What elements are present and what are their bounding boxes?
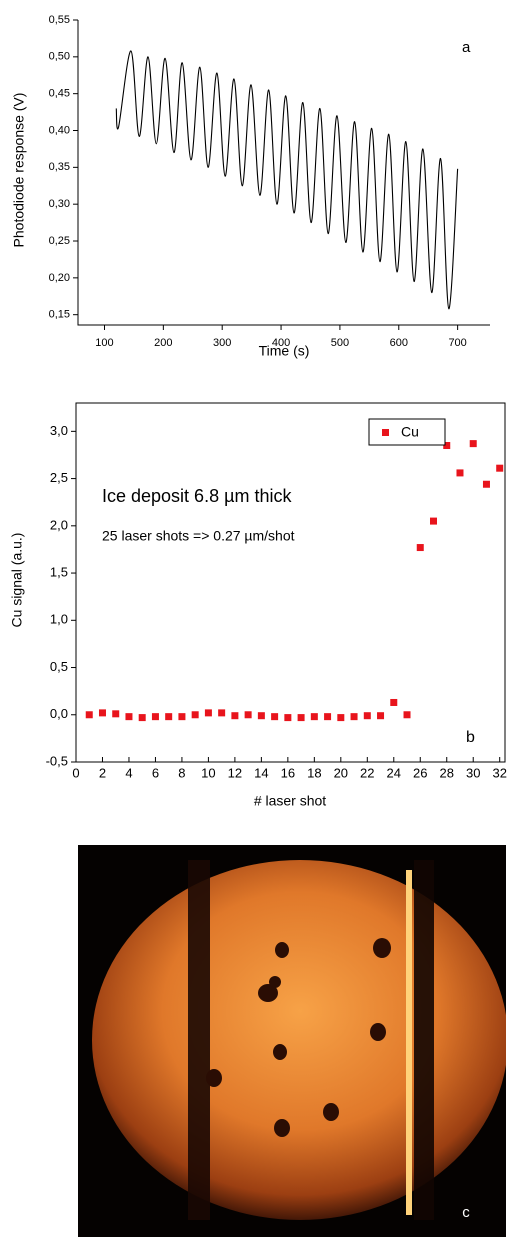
y-tick-label: 3,0 [50,423,68,438]
point [231,712,239,720]
x-tick-label: 30 [466,765,480,780]
point [403,711,411,719]
x-tick-label: 400 [272,337,290,349]
axis [77,20,490,326]
x-tick-label: 20 [334,765,348,780]
x-tick-label: 0 [72,765,79,780]
x-tick-label: 2 [99,765,106,780]
point [496,464,504,472]
y-axis-title: Photodiode response (V) [11,93,27,248]
point [138,714,146,722]
y-tick-label: 2,0 [50,517,68,532]
point [310,713,318,721]
x-tick-label: 22 [360,765,374,780]
x-tick-label: 8 [178,765,185,780]
point [430,517,437,525]
annotation: 25 laser shots => 0.27 µm/shot [102,528,295,544]
legend-label: Cu [401,424,419,440]
point [165,713,173,721]
point [151,713,159,721]
y-tick-label: 1,5 [50,564,68,579]
legend-box [368,418,446,446]
y-tick-label: 0,55 [49,14,70,26]
x-tick-label: 28 [440,765,454,780]
point [297,714,305,722]
y-tick-label: 2,5 [50,470,68,485]
x-tick-label: 4 [125,765,132,780]
data-line [115,50,459,310]
point [390,698,398,706]
y-tick-label: 0,15 [49,309,70,321]
y-tick-label: 1,0 [50,612,68,627]
x-axis-title: # laser shot [254,793,326,809]
point [482,480,490,488]
legend-marker [382,429,389,436]
point [284,714,292,722]
point [85,711,93,719]
point [98,709,106,717]
y-tick-label: 0,20 [49,272,70,284]
x-tick-label: 600 [390,337,408,349]
point [324,713,332,721]
x-axis-title: Time (s) [259,343,310,359]
point [363,712,371,720]
point [416,544,424,552]
x-tick-label: 24 [387,765,401,780]
point [204,709,212,717]
panel-label: a [462,39,471,56]
point [244,711,252,719]
x-tick-label: 10 [201,765,215,780]
point [112,710,120,718]
point [125,713,133,721]
y-tick-label: 0,0 [50,706,68,721]
point [218,709,226,717]
y-tick-label: -0,5 [46,753,68,768]
y-tick-label: 0,35 [49,161,70,173]
x-tick-label: 200 [154,337,172,349]
photo [78,845,506,1237]
point [350,713,358,721]
point [271,713,279,721]
y-tick-label: 0,30 [49,198,70,210]
x-tick-label: 500 [331,337,349,349]
x-tick-label: 300 [213,337,231,349]
x-tick-label: 100 [95,337,113,349]
point [469,440,477,448]
x-tick-label: 16 [281,765,295,780]
y-axis-title: Cu signal (a.u.) [9,533,25,628]
y-tick-label: 0,25 [49,235,70,247]
point [178,713,186,721]
axis [75,402,506,763]
y-tick-label: 0,50 [49,51,70,63]
x-tick-label: 700 [448,337,466,349]
point [456,469,464,477]
y-tick-label: 0,5 [50,659,68,674]
point [191,711,199,719]
x-tick-label: 6 [152,765,159,780]
point [377,712,385,720]
point [443,442,451,450]
x-tick-label: 26 [413,765,427,780]
x-tick-label: 32 [492,765,506,780]
panel-label: c [462,1204,470,1221]
y-tick-label: 0,40 [49,124,70,136]
annotation: Ice deposit 6.8 µm thick [102,486,292,506]
annotation: b [466,729,475,746]
y-tick-label: 0,45 [49,88,70,100]
point [337,714,345,722]
point [257,712,265,720]
x-tick-label: 18 [307,765,321,780]
x-tick-label: 14 [254,765,268,780]
x-tick-label: 12 [228,765,242,780]
